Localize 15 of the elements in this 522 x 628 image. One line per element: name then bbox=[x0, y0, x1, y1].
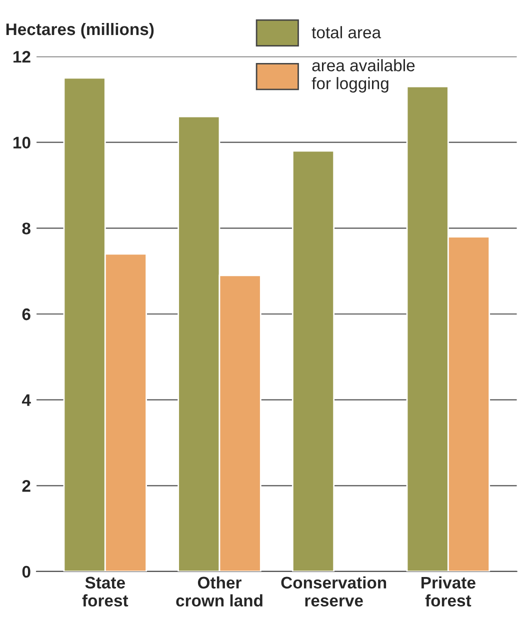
x-tick-label: Other crown land bbox=[176, 576, 262, 607]
y-tick-label: 6 bbox=[22, 308, 30, 320]
x-tick-label: Conservation reserve bbox=[281, 576, 386, 607]
y-axis-title: Hectares (millions) bbox=[6, 22, 154, 38]
y-tick-label: 0 bbox=[22, 566, 30, 578]
x-tick-label: State forest bbox=[82, 576, 128, 607]
bar bbox=[292, 150, 335, 572]
y-tick-label: 4 bbox=[22, 394, 31, 406]
legend-label: area available for logging bbox=[312, 59, 415, 93]
y-tick-label: 12 bbox=[13, 50, 30, 63]
x-tick-label: Private forest bbox=[421, 576, 476, 607]
y-tick-label: 8 bbox=[22, 222, 30, 234]
y-tick-label: 2 bbox=[22, 480, 30, 492]
y-tick-label: 10 bbox=[13, 136, 30, 149]
legend-label: total area bbox=[312, 26, 382, 38]
